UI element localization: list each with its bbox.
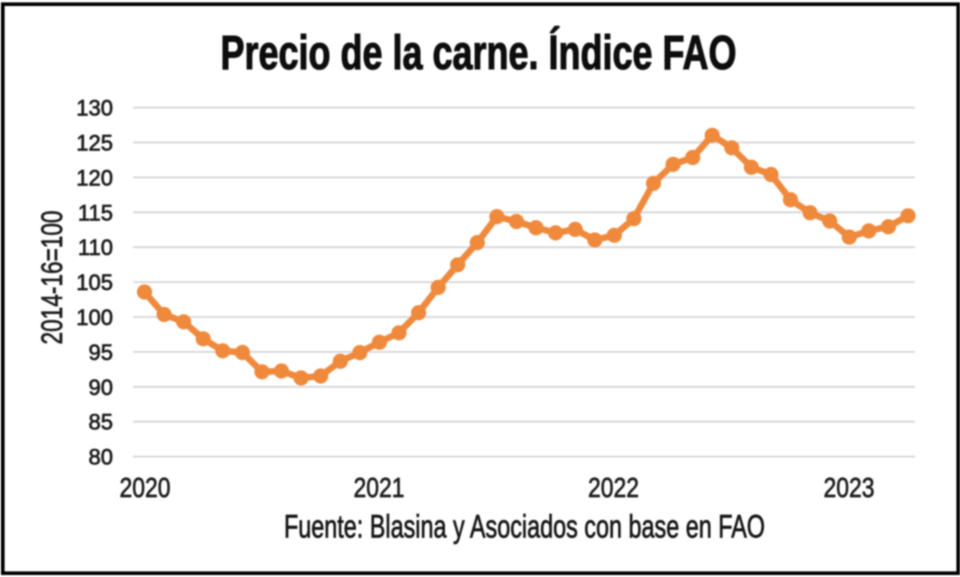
svg-text:120: 120: [76, 165, 113, 190]
svg-text:80: 80: [89, 445, 113, 470]
svg-text:2022: 2022: [588, 472, 639, 503]
svg-text:105: 105: [76, 270, 113, 295]
svg-text:100: 100: [76, 305, 113, 330]
svg-text:95: 95: [89, 340, 113, 365]
svg-text:115: 115: [78, 200, 113, 225]
svg-text:2023: 2023: [824, 472, 875, 503]
svg-text:85: 85: [89, 410, 113, 435]
svg-text:2020: 2020: [120, 472, 171, 503]
svg-text:2014-16=100: 2014-16=100: [36, 211, 69, 345]
svg-text:2021: 2021: [354, 472, 405, 503]
svg-text:Precio de la carne. Índice FAO: Precio de la carne. Índice FAO: [221, 26, 737, 80]
svg-text:110: 110: [78, 235, 113, 260]
svg-text:90: 90: [89, 375, 113, 400]
svg-text:Fuente: Blasina y Asociados co: Fuente: Blasina y Asociados con base en …: [284, 509, 765, 545]
svg-text:130: 130: [76, 96, 113, 121]
svg-text:125: 125: [76, 131, 113, 156]
